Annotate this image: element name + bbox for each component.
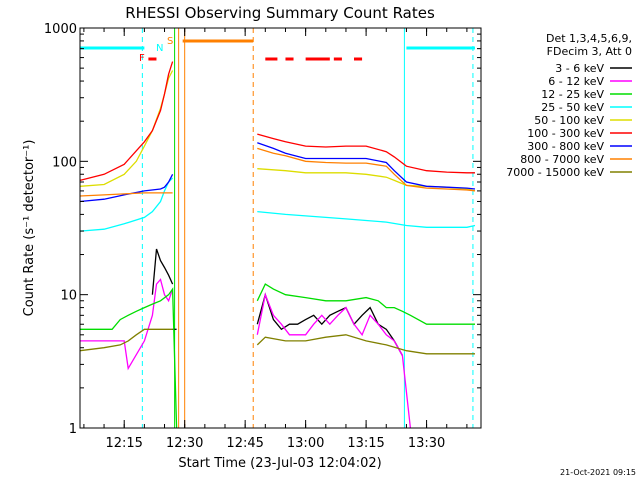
series-100-300-kev-segment-1 (257, 133, 475, 174)
legend-label-7000-15000-kev: 7000 - 15000 keV (506, 166, 604, 179)
series-25-50-kev-segment-1 (257, 210, 476, 228)
y-tick-label: 1000 (44, 22, 77, 37)
flag-label-f: F (139, 53, 145, 64)
series-12-25-kev-segment-1 (256, 283, 475, 325)
legend-label-6-12-kev: 6 - 12 keV (548, 75, 604, 88)
x-tick-label: 12:30 (166, 436, 203, 451)
series-7000-15000-kev-segment-1 (256, 334, 475, 355)
x-tick-label: 12:15 (105, 436, 142, 451)
legend-header-line-2: FDecim 3, Att 0 (547, 45, 632, 58)
series-6-12-kev-segment-1 (256, 292, 412, 429)
legend-label-25-50-kev: 25 - 50 keV (541, 101, 604, 114)
y-axis-label: Count Rate (s⁻¹ detector⁻¹) (22, 140, 37, 317)
series-7000-15000-kev-segment-0 (79, 328, 173, 352)
series-25-50-kev-segment-0 (79, 177, 174, 232)
x-axis-label: Start Time (23-Jul-03 12:04:02) (178, 456, 381, 471)
legend-label-300-800-kev: 300 - 800 keV (527, 140, 604, 153)
chart-title: RHESSI Observing Summary Count Rates (125, 4, 435, 22)
legend-label-100-300-kev: 100 - 300 keV (527, 127, 604, 140)
attenuator-bars (80, 39, 475, 61)
vertical-markers (79, 28, 474, 428)
generation-timestamp: 21-Oct-2021 09:15 (560, 468, 636, 477)
series-800-7000-kev-segment-1 (257, 147, 476, 192)
legend-label-50-100-kev: 50 - 100 keV (534, 114, 604, 127)
x-tick-label: 12:45 (226, 436, 263, 451)
x-tick-label: 13:15 (347, 436, 384, 451)
legend-header-line-1: Det 1,3,4,5,6,9, (546, 32, 632, 45)
flag-label-n: N (156, 43, 163, 54)
data-series (79, 61, 476, 429)
y-tick-label: 100 (52, 155, 77, 170)
series-300-800-kev-segment-0 (79, 174, 174, 203)
series-800-7000-kev-segment-0 (79, 192, 173, 197)
series-300-800-kev-segment-1 (257, 142, 476, 190)
y-tick-label: 10 (60, 289, 77, 304)
x-tick-label: 13:00 (287, 436, 324, 451)
series-12-25-kev-segment-0 (80, 287, 178, 429)
plot-frame (79, 27, 482, 429)
y-tick-label: 1 (69, 422, 77, 437)
x-tick-label: 13:30 (408, 436, 445, 451)
legend-label-800-7000-kev: 800 - 7000 keV (520, 153, 604, 166)
legend: Det 1,3,4,5,6,9, FDecim 3, Att 0 3 - 6 k… (506, 32, 632, 179)
y-axis: 1 10 100 1000 (44, 22, 481, 437)
x-axis: 12:15 12:30 12:45 13:00 13:15 13:30 (83, 28, 468, 451)
series-6-12-kev-segment-0 (80, 278, 174, 371)
series-100-300-kev-segment-0 (79, 61, 174, 182)
legend-label-12-25-kev: 12 - 25 keV (541, 88, 604, 101)
series-3-6-kev-segment-1 (151, 248, 174, 295)
legend-label-3-6-kev: 3 - 6 keV (555, 62, 604, 75)
series-50-100-kev-segment-0 (79, 70, 174, 187)
flag-label-s: S (167, 36, 173, 47)
